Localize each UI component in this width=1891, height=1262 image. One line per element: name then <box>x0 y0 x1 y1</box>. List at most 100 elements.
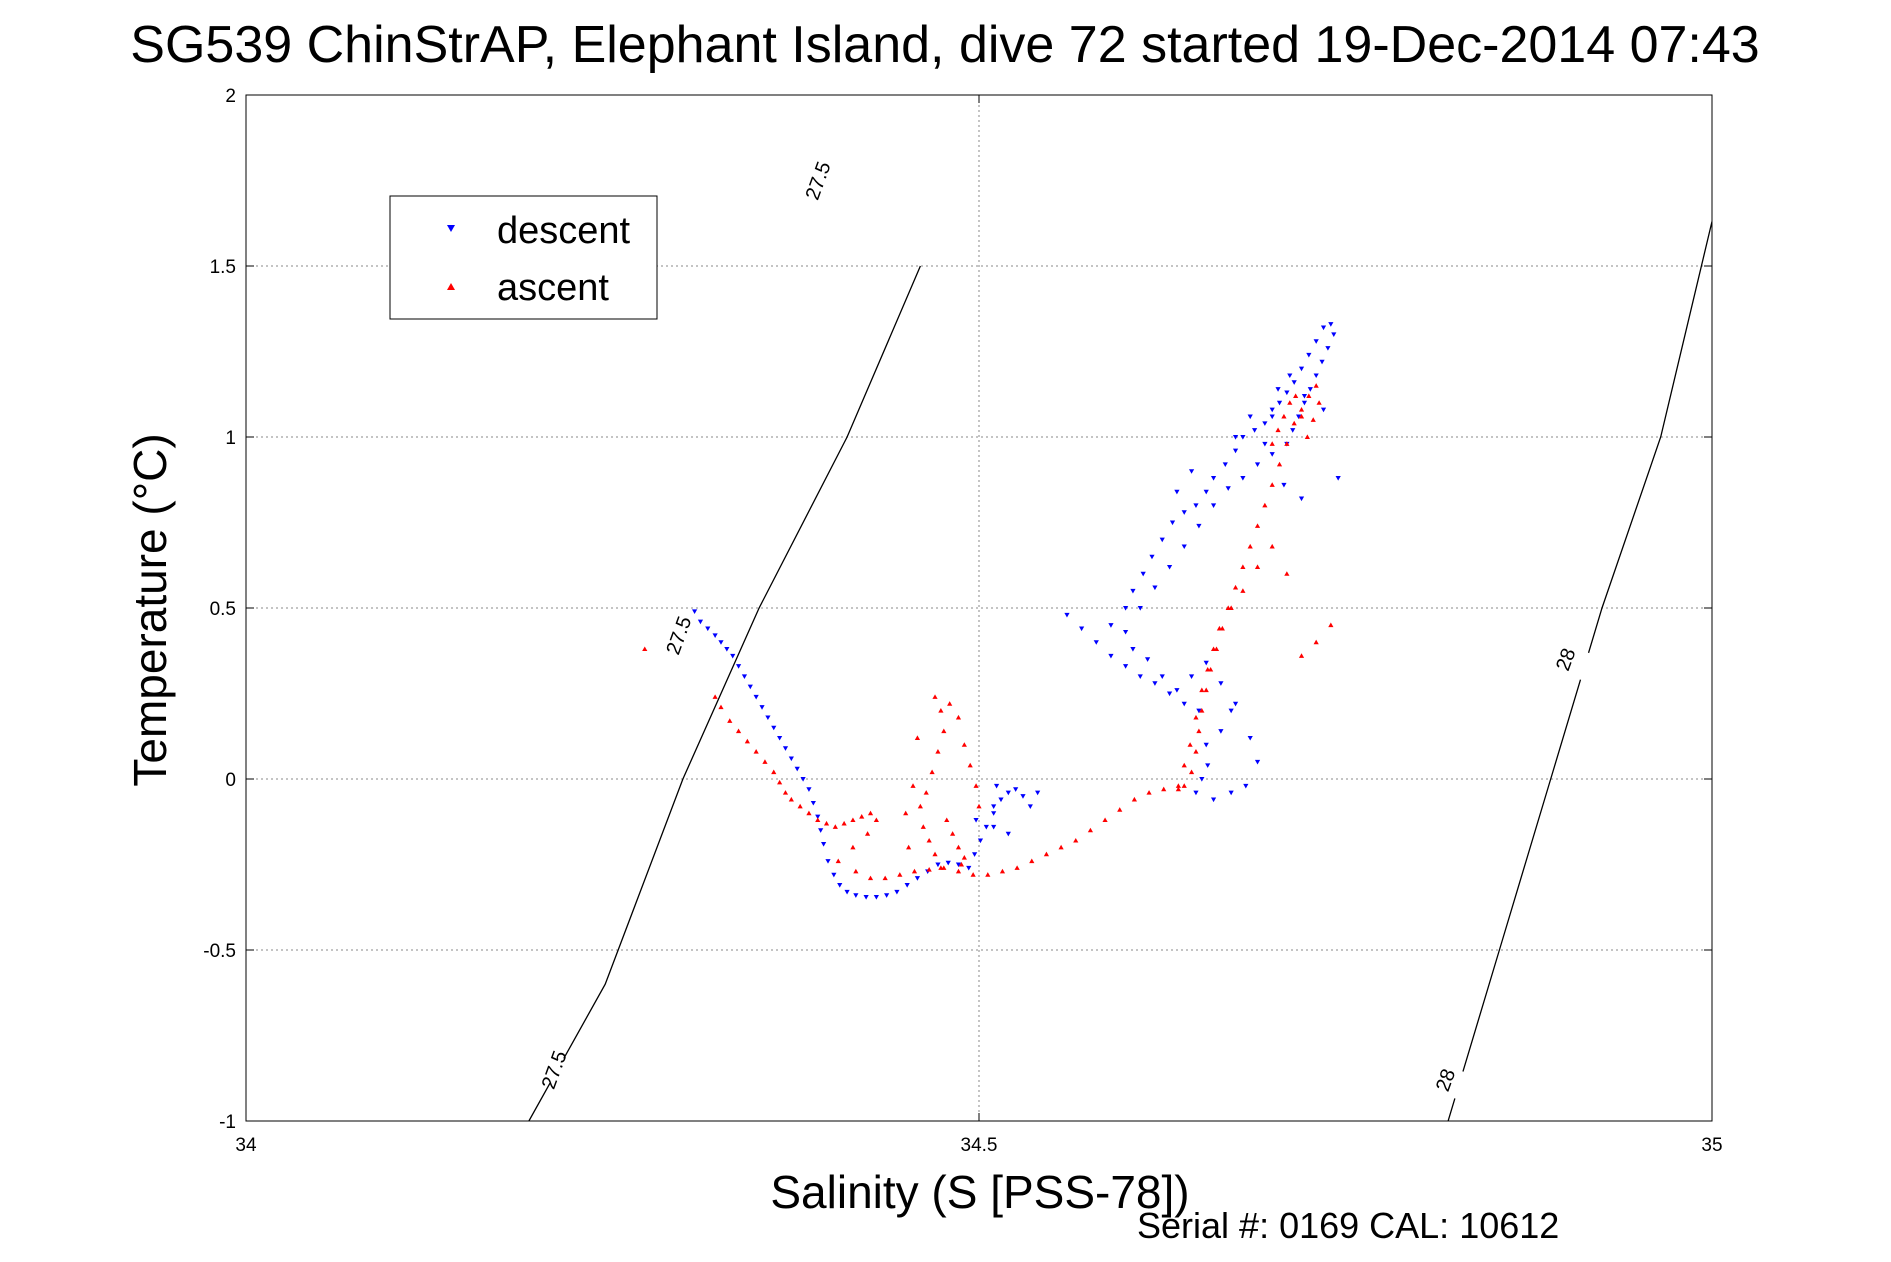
descent-point <box>712 633 718 638</box>
ascent-point <box>744 738 750 744</box>
legend-box <box>389 195 658 320</box>
ascent-point <box>910 783 916 788</box>
descent-point <box>1281 482 1287 488</box>
ascent-point <box>958 861 965 867</box>
ascent-point <box>815 817 821 823</box>
descent-point <box>991 811 997 816</box>
ascent-point <box>950 831 956 836</box>
descent-point <box>735 664 742 669</box>
descent-point <box>825 859 831 864</box>
descent-point <box>894 889 900 895</box>
ascent-point <box>1196 728 1202 734</box>
ascent-point <box>835 858 841 864</box>
descent-point <box>1166 564 1173 570</box>
ascent-point <box>903 810 909 816</box>
contour-line-27.5 <box>528 265 921 1121</box>
descent-point <box>1232 448 1239 454</box>
ascent-point <box>955 714 962 720</box>
ascent-point <box>911 868 918 874</box>
ascent-point <box>1269 482 1275 487</box>
ascent-point <box>932 694 938 699</box>
ascent-point <box>823 820 830 826</box>
ascent-point <box>1181 762 1187 768</box>
ascent-point <box>867 810 874 816</box>
descent-point <box>1218 729 1224 734</box>
descent-point <box>759 705 765 710</box>
descent-point <box>1210 503 1217 508</box>
ascent-point <box>1247 543 1253 549</box>
contour-label-bg <box>1417 1058 1473 1102</box>
ascent-point <box>1291 420 1297 426</box>
descent-point <box>1232 701 1239 707</box>
descent-point <box>1108 623 1114 628</box>
descent-point <box>1140 571 1146 577</box>
descent-point <box>1247 735 1253 741</box>
descent-point <box>1301 400 1308 406</box>
ascent-point <box>929 769 935 775</box>
ascent-series <box>642 383 1334 881</box>
descent-point <box>724 647 730 652</box>
ascent-point <box>727 718 733 723</box>
ascent-point <box>1328 622 1334 628</box>
descent-point <box>1222 462 1228 467</box>
descent-point <box>1159 537 1165 543</box>
descent-point <box>1228 708 1234 714</box>
descent-point <box>1307 387 1313 392</box>
ascent-point <box>1313 383 1319 388</box>
y-tick-label: -0.5 <box>203 941 236 962</box>
ascent-point <box>914 735 921 740</box>
descent-point <box>1320 325 1327 331</box>
ascent-point <box>1193 749 1199 754</box>
descent-point <box>765 715 771 721</box>
ascent-point <box>941 728 947 734</box>
descent-point <box>1137 674 1143 679</box>
descent-point <box>844 889 850 895</box>
ascent-point <box>967 762 973 768</box>
descent-point <box>1196 523 1202 529</box>
descent-point <box>993 783 1000 789</box>
ascent-point <box>1058 844 1064 850</box>
descent-point <box>1159 674 1165 679</box>
descent-point <box>1020 794 1026 799</box>
descent-point <box>1152 681 1158 686</box>
descent-point <box>741 674 748 679</box>
ascent-point <box>1287 400 1293 405</box>
descent-point <box>1331 332 1337 337</box>
descent-point <box>1313 373 1319 379</box>
ascent-point <box>735 728 742 734</box>
descent-point <box>1188 469 1195 474</box>
descent-point <box>991 804 997 809</box>
ascent-point <box>976 803 982 809</box>
ascent-point <box>1316 400 1322 405</box>
ascent-point <box>1043 851 1050 857</box>
descent-point <box>1199 777 1205 782</box>
descent-point <box>1275 387 1281 392</box>
x-tick-label: 34 <box>235 1135 257 1156</box>
ascent-point <box>882 875 888 881</box>
ascent-point <box>1284 441 1290 446</box>
contour-label-bg <box>651 613 706 657</box>
descent-point <box>1193 790 1199 796</box>
descent-point <box>853 893 859 898</box>
ascent-point <box>1284 571 1290 576</box>
ascent-point <box>864 831 871 836</box>
descent-point <box>1123 664 1129 669</box>
ascent-point <box>973 783 979 788</box>
descent-point <box>973 818 979 823</box>
ascent-point <box>1269 543 1275 549</box>
descent-point <box>1335 476 1341 481</box>
descent-point <box>1205 763 1211 768</box>
descent-point <box>1181 701 1187 707</box>
descent-point <box>1254 759 1261 765</box>
ascent-point <box>753 749 759 754</box>
ascent-point <box>1298 407 1305 412</box>
y-tick-label: 0.5 <box>210 599 236 620</box>
descent-point <box>1228 790 1234 796</box>
y-tick-label: 2 <box>225 86 236 107</box>
ascent-point <box>777 779 783 785</box>
descent-point <box>1123 606 1129 611</box>
contour-label-bg <box>1538 637 1593 681</box>
descent-point <box>904 883 910 888</box>
legend-ascent-marker <box>447 283 455 290</box>
ascent-point <box>1281 413 1287 419</box>
